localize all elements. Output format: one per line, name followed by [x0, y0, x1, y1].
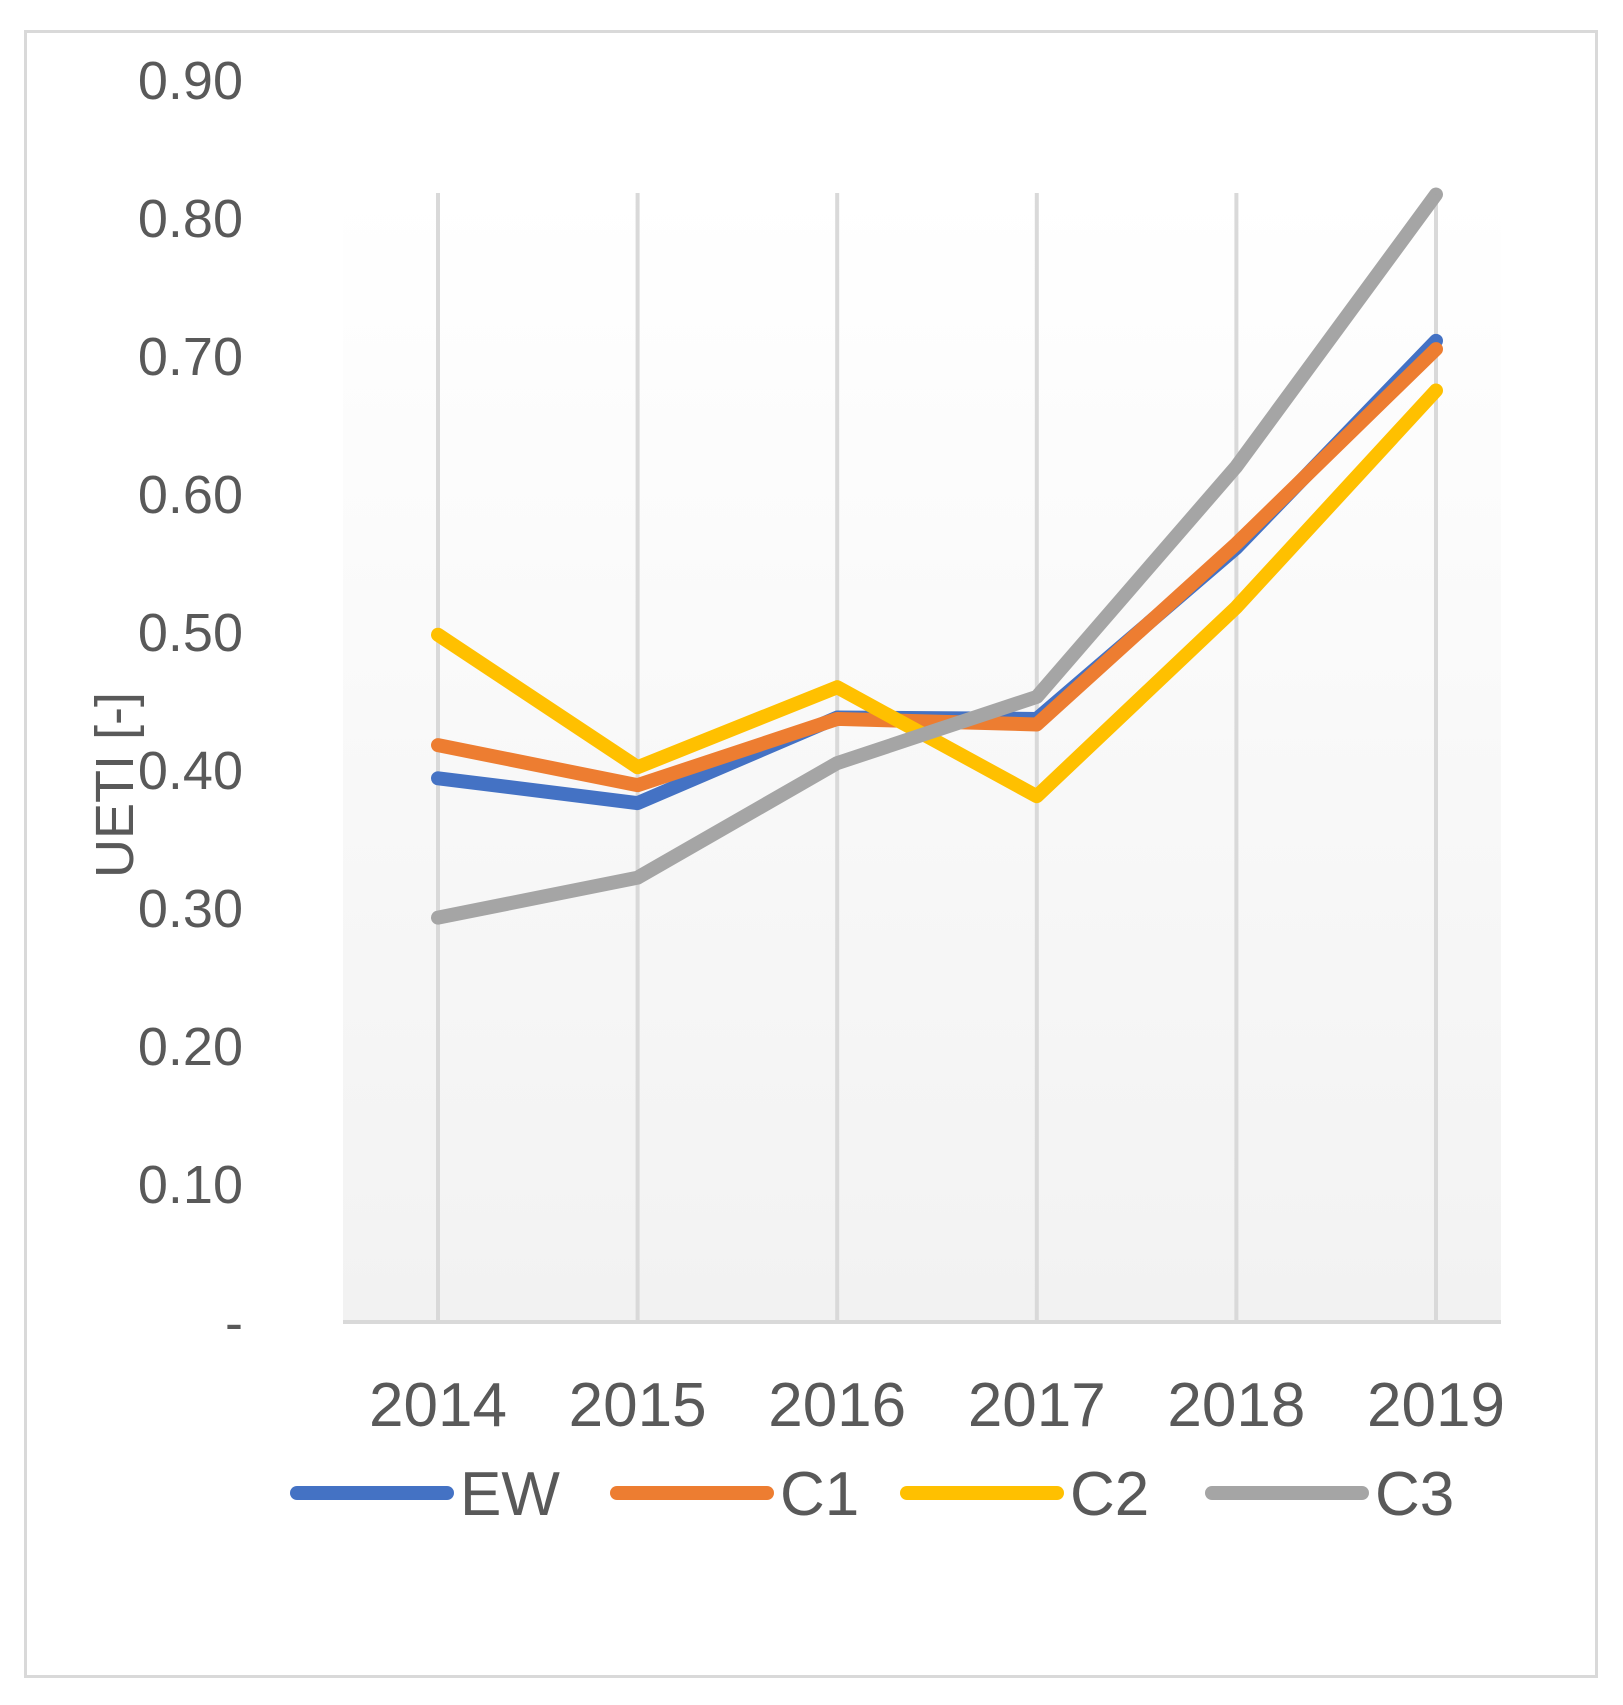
x-tick-label-2014: 2014	[369, 1371, 507, 1440]
data-point-c3-2016	[836, 762, 838, 764]
y-axis-title: UETI [-]	[85, 692, 145, 878]
data-point-c3-2018	[1235, 465, 1237, 467]
legend: EW C1 C2 C3	[290, 1460, 1454, 1529]
legend-label-ew: EW	[460, 1460, 560, 1529]
y-tick-label: 0.10	[138, 1155, 243, 1215]
data-point-c2-2018	[1235, 606, 1237, 608]
series-line-c3	[431, 187, 1443, 925]
x-tick-label-2017: 2017	[968, 1371, 1106, 1440]
legend-label-c1: C1	[780, 1460, 859, 1529]
line-chart: - 0.10 0.20 0.30 0.40 0.50 0.60 0.70 0.80 0.90 20…	[85, 51, 1505, 1529]
x-tick-label-2016: 2016	[768, 1371, 906, 1440]
data-point-c1-2015	[637, 784, 639, 786]
data-point-c3-2015	[637, 877, 639, 879]
data-point-c2-2015	[637, 766, 639, 768]
x-tick-label-2019: 2019	[1367, 1371, 1505, 1440]
data-point-c2-2017	[1036, 795, 1038, 797]
data-point-c1-2018	[1235, 543, 1237, 545]
data-point-c2-2019	[1435, 390, 1437, 391]
data-point-c2-2014	[437, 634, 439, 636]
data-point-c1-2019	[1435, 348, 1437, 350]
data-point-c1-2017	[1036, 723, 1038, 725]
x-axis-ticks: 2014 2015 2016 2017 2018 2019	[369, 1371, 1505, 1440]
y-tick-label: -	[225, 1293, 243, 1353]
series-line-c2	[431, 383, 1443, 804]
y-tick-label: 0.20	[138, 1017, 243, 1077]
series-line-c1	[431, 342, 1443, 793]
y-tick-label: 0.70	[138, 327, 243, 387]
legend-label-c2: C2	[1070, 1460, 1149, 1529]
data-point-c2-2016	[836, 686, 838, 688]
chart-frame: - 0.10 0.20 0.30 0.40 0.50 0.60 0.70 0.80 0.90 20…	[24, 30, 1598, 1678]
y-tick-label: 0.60	[138, 465, 243, 525]
data-point-c1-2014	[437, 744, 439, 746]
y-tick-label: 0.80	[138, 189, 243, 249]
x-tick-label-2018: 2018	[1167, 1371, 1305, 1440]
y-tick-label: 0.90	[138, 51, 243, 111]
data-point-ew-2019	[1435, 340, 1437, 342]
plot-area	[343, 193, 1501, 1322]
series-lines	[431, 187, 1443, 925]
y-axis-ticks: - 0.10 0.20 0.30 0.40 0.50 0.60 0.70 0.80 0.90	[138, 51, 243, 1353]
data-point-c3-2017	[1036, 696, 1038, 698]
y-tick-label: 0.30	[138, 879, 243, 939]
data-point-ew-2015	[637, 802, 639, 804]
data-point-c3-2019	[1435, 194, 1437, 196]
x-tick-label-2015: 2015	[569, 1371, 707, 1440]
legend-label-c3: C3	[1375, 1460, 1454, 1529]
data-point-c3-2014	[437, 917, 439, 919]
data-point-c1-2016	[836, 718, 838, 720]
y-tick-label: 0.50	[138, 603, 243, 663]
data-point-ew-2014	[437, 777, 439, 779]
y-tick-label: 0.40	[138, 741, 243, 801]
